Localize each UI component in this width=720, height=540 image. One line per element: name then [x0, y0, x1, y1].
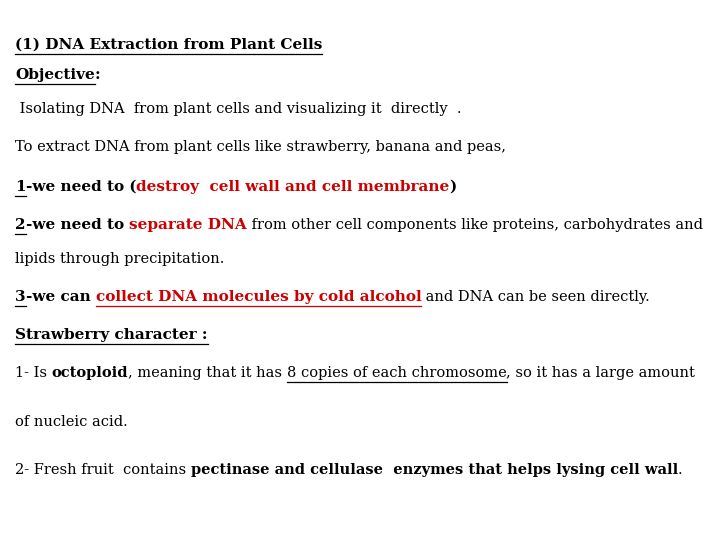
- Text: Strawberry character :: Strawberry character :: [15, 328, 207, 342]
- Text: 8 copies of each chromosome: 8 copies of each chromosome: [287, 366, 506, 380]
- Text: lipids through precipitation.: lipids through precipitation.: [15, 252, 225, 266]
- Text: To extract DNA from plant cells like strawberry, banana and peas,: To extract DNA from plant cells like str…: [15, 140, 506, 154]
- Text: Isolating DNA  from plant cells and visualizing it  directly  .: Isolating DNA from plant cells and visua…: [15, 102, 462, 116]
- Text: -we need to: -we need to: [25, 218, 129, 232]
- Text: 2- Fresh fruit  contains: 2- Fresh fruit contains: [15, 463, 191, 477]
- Text: from other cell components like proteins, carbohydrates and: from other cell components like proteins…: [247, 218, 703, 232]
- Text: destroy  cell wall and cell membrane: destroy cell wall and cell membrane: [136, 180, 449, 194]
- Text: .: .: [678, 463, 683, 477]
- Text: octoploid: octoploid: [52, 366, 128, 380]
- Text: pectinase and cellulase  enzymes that helps lysing cell wall: pectinase and cellulase enzymes that hel…: [191, 463, 678, 477]
- Text: separate DNA: separate DNA: [129, 218, 247, 232]
- Text: , so it has a large amount: , so it has a large amount: [506, 366, 696, 380]
- Text: 1- Is: 1- Is: [15, 366, 52, 380]
- Text: :: :: [95, 68, 100, 82]
- Text: collect DNA molecules by cold alcohol: collect DNA molecules by cold alcohol: [96, 290, 421, 304]
- Text: -we can: -we can: [26, 290, 96, 304]
- Text: , meaning that it has: , meaning that it has: [128, 366, 287, 380]
- Text: of nucleic acid.: of nucleic acid.: [15, 415, 127, 429]
- Text: (1) DNA Extraction from Plant Cells: (1) DNA Extraction from Plant Cells: [15, 38, 323, 52]
- Text: and DNA can be seen directly.: and DNA can be seen directly.: [421, 290, 650, 304]
- Text: 1: 1: [15, 180, 26, 194]
- Text: ): ): [449, 180, 456, 194]
- Text: 2: 2: [15, 218, 25, 232]
- Text: Objective: Objective: [15, 68, 95, 82]
- Text: 3: 3: [15, 290, 26, 304]
- Text: -we need to (: -we need to (: [26, 180, 136, 194]
